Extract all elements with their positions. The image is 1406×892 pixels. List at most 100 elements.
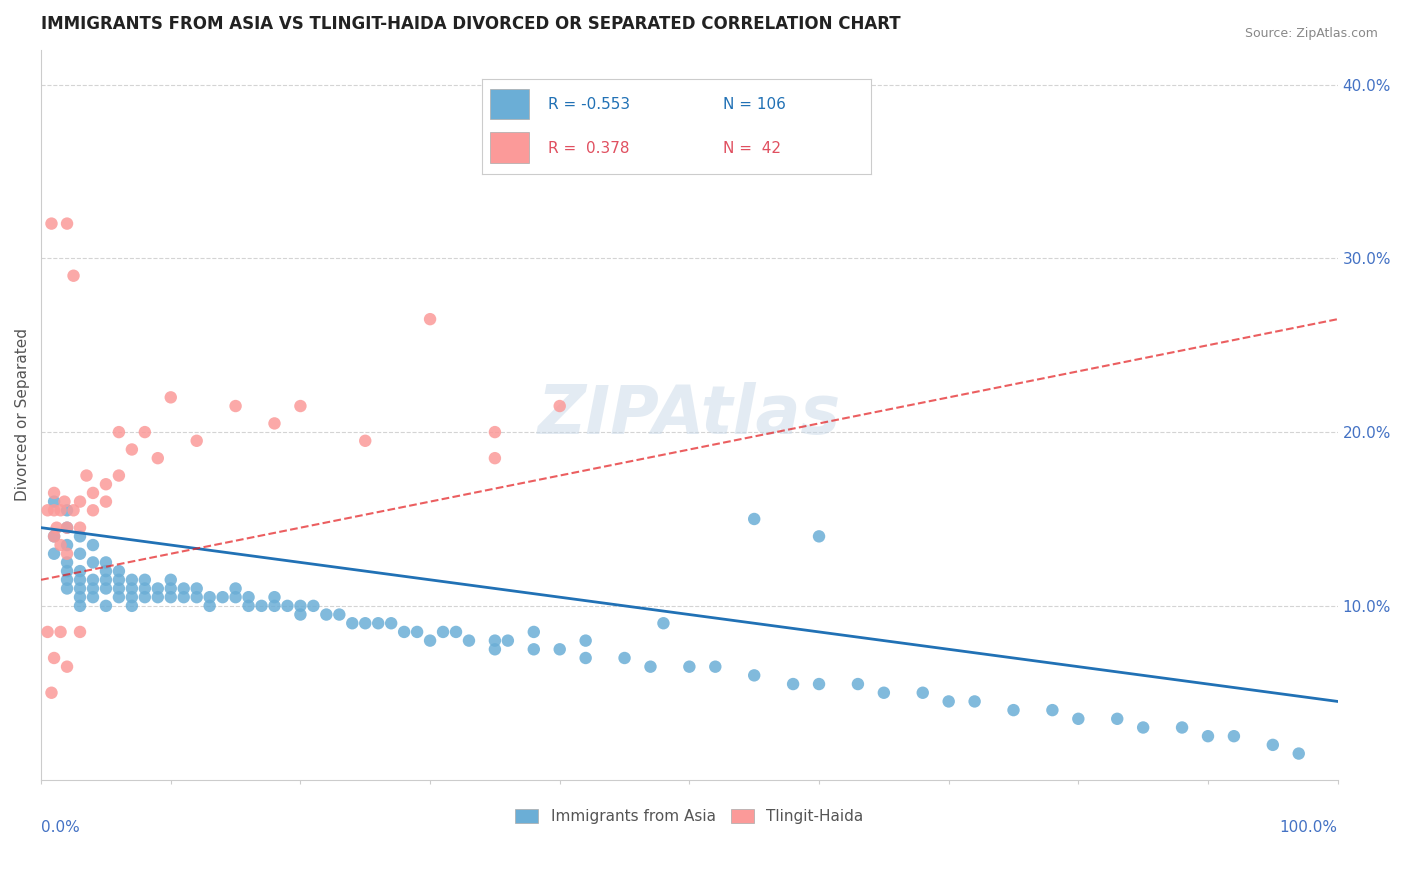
Point: [186, 434, 208, 448]
Point: [42, 547, 65, 561]
Point: [186, 590, 208, 604]
Point: [108, 590, 131, 604]
Point: [263, 599, 285, 613]
Point: [186, 582, 208, 596]
Point: [263, 417, 285, 431]
Point: [69, 564, 91, 578]
Point: [1288, 747, 1310, 761]
Point: [159, 582, 181, 596]
Point: [211, 590, 233, 604]
Point: [56, 538, 79, 552]
Point: [94, 477, 117, 491]
Point: [41, 217, 63, 231]
Point: [419, 312, 441, 326]
Point: [575, 633, 598, 648]
Text: ZIPAtlas: ZIPAtlas: [538, 382, 841, 448]
Point: [678, 659, 700, 673]
Point: [238, 599, 260, 613]
Point: [484, 642, 506, 657]
Text: Source: ZipAtlas.com: Source: ZipAtlas.com: [1244, 27, 1378, 40]
Point: [82, 582, 104, 596]
Point: [69, 494, 91, 508]
Point: [198, 599, 221, 613]
Point: [82, 573, 104, 587]
Point: [1002, 703, 1025, 717]
Point: [808, 529, 831, 543]
Point: [276, 599, 298, 613]
Point: [496, 633, 519, 648]
Point: [134, 582, 156, 596]
Point: [1107, 712, 1129, 726]
Point: [69, 547, 91, 561]
Point: [82, 556, 104, 570]
Point: [121, 573, 143, 587]
Point: [846, 677, 869, 691]
Point: [56, 521, 79, 535]
Point: [56, 521, 79, 535]
Point: [392, 624, 415, 639]
Point: [613, 651, 636, 665]
Point: [1197, 729, 1219, 743]
Text: IMMIGRANTS FROM ASIA VS TLINGIT-HAIDA DIVORCED OR SEPARATED CORRELATION CHART: IMMIGRANTS FROM ASIA VS TLINGIT-HAIDA DI…: [41, 15, 901, 33]
Point: [134, 425, 156, 439]
Point: [342, 616, 364, 631]
Point: [873, 686, 896, 700]
Point: [159, 390, 181, 404]
Point: [45, 521, 67, 535]
Point: [548, 399, 571, 413]
Point: [108, 564, 131, 578]
Point: [367, 616, 389, 631]
Point: [225, 399, 247, 413]
Point: [82, 503, 104, 517]
Point: [69, 590, 91, 604]
Point: [82, 538, 104, 552]
Point: [406, 624, 429, 639]
Point: [444, 624, 467, 639]
Point: [225, 582, 247, 596]
Point: [640, 659, 662, 673]
Point: [808, 677, 831, 691]
Point: [108, 468, 131, 483]
Point: [121, 599, 143, 613]
Point: [484, 451, 506, 466]
Text: 0.0%: 0.0%: [41, 820, 80, 835]
Point: [290, 607, 312, 622]
Point: [42, 486, 65, 500]
Point: [354, 616, 377, 631]
Point: [911, 686, 934, 700]
Point: [354, 434, 377, 448]
Point: [42, 494, 65, 508]
Point: [108, 573, 131, 587]
Point: [121, 442, 143, 457]
Point: [56, 217, 79, 231]
Point: [94, 556, 117, 570]
Point: [238, 590, 260, 604]
Point: [250, 599, 273, 613]
Point: [263, 590, 285, 604]
Point: [42, 529, 65, 543]
Point: [523, 624, 546, 639]
Point: [523, 642, 546, 657]
Point: [56, 556, 79, 570]
Point: [575, 651, 598, 665]
Point: [1132, 721, 1154, 735]
Point: [704, 659, 727, 673]
Point: [302, 599, 325, 613]
Point: [108, 582, 131, 596]
Point: [548, 642, 571, 657]
Point: [458, 633, 481, 648]
Point: [49, 503, 72, 517]
Point: [37, 624, 59, 639]
Point: [1042, 703, 1064, 717]
Point: [159, 590, 181, 604]
Point: [62, 268, 84, 283]
Point: [42, 503, 65, 517]
Point: [69, 521, 91, 535]
Point: [652, 616, 675, 631]
Point: [1223, 729, 1246, 743]
Point: [134, 573, 156, 587]
Point: [69, 624, 91, 639]
Point: [173, 590, 195, 604]
Point: [742, 512, 765, 526]
Point: [76, 468, 98, 483]
